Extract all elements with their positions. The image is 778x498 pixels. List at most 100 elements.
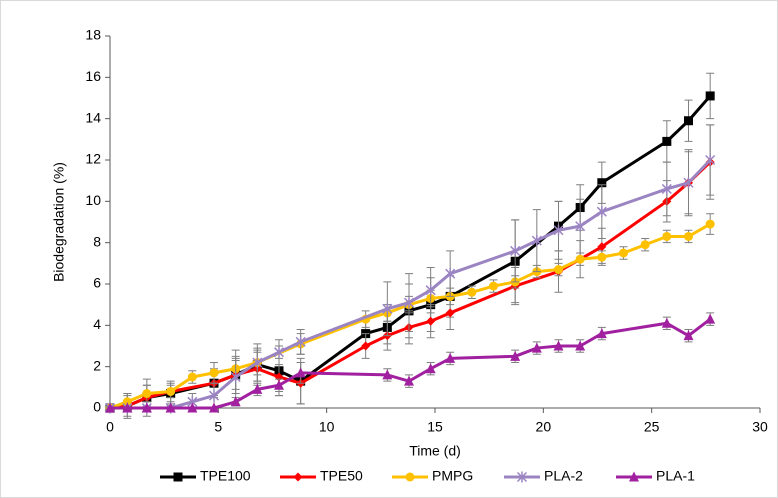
marker	[596, 328, 607, 339]
marker	[553, 224, 564, 236]
marker	[467, 287, 477, 297]
marker	[141, 402, 152, 413]
marker	[445, 268, 456, 280]
marker	[445, 308, 455, 318]
series-line	[110, 317, 712, 410]
marker	[274, 379, 284, 390]
marker	[640, 240, 650, 250]
y-tick-label: 16	[85, 68, 101, 84]
x-tick-label: 5	[214, 419, 222, 435]
marker	[187, 402, 198, 413]
legend-label: TPE50	[320, 468, 363, 484]
marker	[445, 352, 456, 363]
marker	[683, 330, 694, 341]
marker	[510, 245, 521, 257]
marker	[705, 154, 716, 166]
marker	[629, 471, 639, 482]
legend-item: PLA-1	[616, 468, 695, 484]
marker	[165, 402, 176, 413]
marker	[403, 297, 415, 309]
legend-label: PMPG	[432, 468, 473, 484]
legend-label: PLA-2	[544, 468, 583, 484]
x-tick-label: 0	[106, 419, 114, 435]
y-tick-label: 4	[93, 316, 101, 332]
x-axis-label: Time (d)	[409, 443, 461, 459]
marker	[105, 402, 115, 413]
legend-item: TPE50	[280, 468, 363, 484]
marker	[208, 390, 220, 402]
marker	[575, 220, 586, 232]
marker	[661, 317, 672, 328]
marker	[596, 206, 607, 218]
marker	[531, 235, 542, 247]
legend-label: TPE100	[200, 468, 251, 484]
y-tick-label: 2	[93, 357, 101, 373]
y-tick-label: 10	[85, 192, 101, 208]
y-tick-label: 8	[93, 233, 101, 249]
marker	[209, 368, 219, 378]
marker	[142, 389, 152, 399]
x-tick-label: 30	[752, 419, 768, 435]
marker	[597, 242, 607, 252]
marker	[252, 383, 263, 394]
marker	[705, 219, 715, 229]
marker	[575, 340, 586, 351]
marker	[273, 346, 285, 358]
legend-label: PLA-1	[656, 468, 695, 484]
marker	[230, 371, 241, 383]
marker	[295, 336, 306, 348]
marker	[597, 252, 607, 262]
marker	[122, 402, 133, 413]
marker	[166, 386, 176, 396]
legend-item: PLA-2	[504, 468, 583, 484]
marker	[405, 472, 415, 482]
marker	[122, 397, 132, 407]
marker	[209, 402, 219, 413]
series-line	[110, 158, 712, 410]
marker	[684, 116, 693, 126]
marker	[597, 178, 607, 188]
y-tick-label: 12	[85, 151, 101, 167]
marker	[361, 341, 371, 351]
marker	[425, 363, 436, 374]
marker	[554, 265, 563, 275]
marker	[382, 369, 393, 380]
marker	[531, 342, 542, 353]
x-tick-label: 15	[427, 419, 443, 435]
marker	[662, 136, 672, 146]
marker	[293, 472, 303, 482]
series	[105, 312, 716, 413]
marker	[516, 471, 528, 483]
marker	[252, 357, 263, 369]
marker	[230, 396, 241, 407]
marker	[187, 372, 197, 382]
marker	[619, 248, 628, 258]
y-tick-label: 0	[93, 399, 101, 415]
marker	[510, 350, 521, 361]
y-axis-label: Biodegradation (%)	[51, 162, 67, 282]
marker	[426, 316, 436, 326]
marker	[705, 313, 716, 324]
x-tick-label: 20	[536, 419, 552, 435]
x-tick-label: 25	[644, 419, 660, 435]
legend-item: PMPG	[392, 468, 473, 484]
marker	[382, 303, 393, 315]
marker	[662, 231, 672, 241]
marker	[425, 284, 436, 296]
marker	[684, 231, 693, 241]
x-tick-label: 10	[319, 419, 335, 435]
marker	[553, 340, 564, 351]
marker	[295, 367, 306, 378]
marker	[575, 254, 585, 264]
y-tick-label: 14	[85, 109, 101, 125]
marker	[683, 177, 694, 189]
marker	[489, 281, 498, 291]
marker	[705, 91, 715, 101]
marker	[173, 472, 183, 482]
legend-item: TPE100	[160, 468, 251, 484]
y-tick-label: 18	[85, 27, 101, 43]
marker	[661, 183, 672, 195]
marker	[404, 375, 414, 386]
